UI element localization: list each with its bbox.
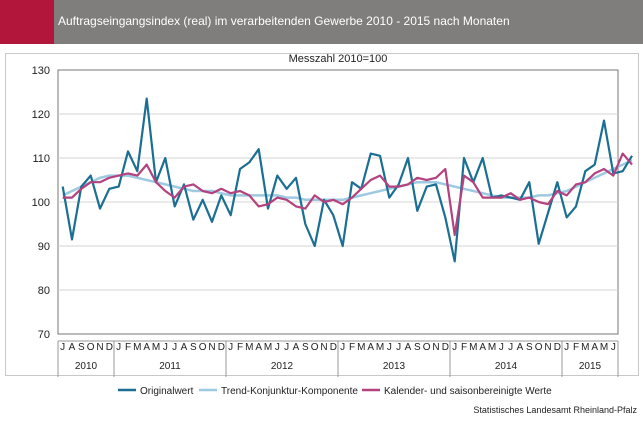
x-tick-month: J [275,342,280,353]
title-bar [0,0,643,44]
x-tick-month: S [302,342,309,353]
x-tick-year: 2012 [271,361,294,372]
y-tick-label: 110 [32,153,50,165]
x-tick-month: A [143,342,150,353]
x-tick-month: J [284,342,289,353]
x-tick-month: F [573,342,579,353]
x-tick-month: O [87,342,95,353]
x-tick-year: 2010 [75,361,98,372]
source-note: Statistisches Landesamt Rheinland-Pfalz [473,405,637,415]
x-tick-month: A [591,342,598,353]
x-tick-month: A [517,342,524,353]
x-tick-month: M [152,342,160,353]
x-tick-month: M [488,342,496,353]
series-originalwert [61,97,633,263]
x-tick-month: O [535,342,543,353]
x-tick-month: D [106,342,113,353]
x-tick-month: A [293,342,300,353]
x-tick-month: D [554,342,561,353]
x-tick-month: J [116,342,121,353]
series-bereinigt [62,152,633,237]
x-tick-month: A [181,342,188,353]
x-tick-month: N [544,342,551,353]
y-tick-label: 130 [32,65,50,77]
chart-subtitle: Messzahl 2010=100 [289,53,388,65]
x-tick-month: A [479,342,486,353]
y-tick-label: 90 [38,241,50,253]
x-tick-month: J [499,342,504,353]
legend-label: Trend-Konjunktur-Komponente [221,386,358,397]
x-tick-month: S [78,342,85,353]
x-tick-month: J [387,342,392,353]
x-tick-month: A [405,342,412,353]
x-tick-year: 2013 [383,361,406,372]
x-tick-month: F [349,342,355,353]
x-tick-month: J [163,342,168,353]
x-tick-month: M [581,342,589,353]
x-tick-month: D [442,342,449,353]
x-tick-month: A [69,342,76,353]
legend-label: Originalwert [140,386,194,397]
x-tick-month: S [526,342,533,353]
x-tick-month: D [218,342,225,353]
x-tick-month: J [396,342,401,353]
x-tick-month: O [423,342,431,353]
x-tick-year: 2014 [495,361,518,372]
x-tick-month: N [320,342,327,353]
x-tick-month: J [172,342,177,353]
x-tick-year: 2015 [579,361,602,372]
x-tick-month: F [125,342,131,353]
x-tick-month: J [452,342,457,353]
x-tick-month: J [228,342,233,353]
x-tick-month: J [564,342,569,353]
brand-accent-square [0,0,54,44]
x-tick-year: 2011 [159,361,181,372]
x-tick-month: S [190,342,197,353]
x-tick-month: J [508,342,513,353]
x-tick-month: A [255,342,262,353]
x-tick-month: N [208,342,215,353]
legend-label: Kalender- und saisonbereinigte Werte [384,386,552,397]
x-tick-month: N [96,342,103,353]
x-tick-month: F [461,342,467,353]
y-tick-label: 70 [38,329,50,341]
chart-frame [5,53,639,376]
x-tick-month: S [414,342,421,353]
y-tick-label: 80 [38,285,50,297]
x-tick-month: D [330,342,337,353]
x-tick-month: O [311,342,319,353]
x-tick-month: M [133,342,141,353]
x-tick-month: M [600,342,608,353]
x-tick-month: F [237,342,243,353]
x-tick-month: J [611,342,616,353]
x-tick-month: M [264,342,272,353]
page-title: Auftragseingangsindex (real) im verarbei… [58,14,510,28]
x-tick-month: J [340,342,345,353]
x-tick-month: J [60,342,65,353]
x-tick-month: N [432,342,439,353]
x-tick-month: A [367,342,374,353]
x-tick-month: M [357,342,365,353]
x-tick-month: M [376,342,384,353]
x-tick-month: O [199,342,207,353]
y-tick-label: 120 [32,109,50,121]
x-tick-month: M [245,342,253,353]
x-tick-month: M [469,342,477,353]
y-tick-label: 100 [32,197,50,209]
